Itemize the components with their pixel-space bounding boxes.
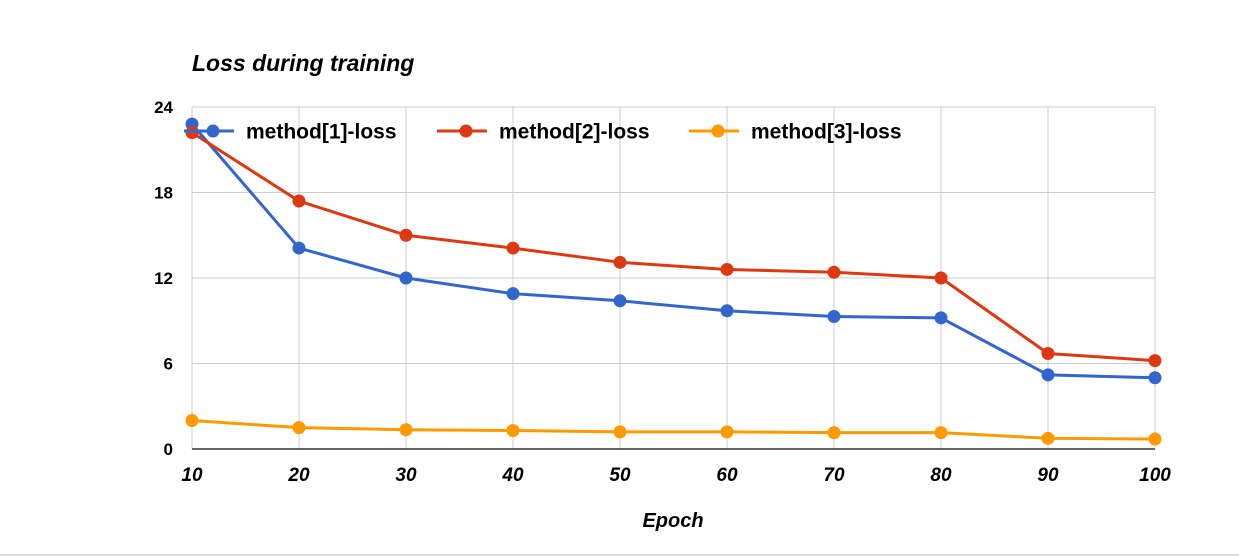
data-point [1148, 432, 1162, 446]
data-point [185, 126, 199, 140]
data-point [934, 426, 948, 440]
series-3 [185, 414, 1162, 446]
x-tick-label: 80 [930, 465, 952, 486]
data-point [1041, 368, 1055, 382]
legend-label: method[1]-loss [246, 121, 397, 144]
x-tick-label: 30 [395, 465, 417, 486]
data-point [1041, 347, 1055, 361]
y-tick-label: 12 [154, 269, 173, 288]
x-tick-label: 90 [1037, 465, 1059, 486]
data-point [613, 425, 627, 439]
x-tick-label: 40 [501, 465, 524, 486]
y-tick-label: 18 [154, 184, 173, 203]
y-tick-label: 24 [154, 98, 173, 117]
grid [191, 106, 1156, 450]
data-point [1148, 371, 1162, 385]
data-point [399, 228, 413, 242]
data-point [720, 304, 734, 318]
data-point [613, 294, 627, 308]
chart-title: Loss during training [192, 50, 414, 76]
x-axis-label: Epoch [642, 510, 703, 532]
series-2 [185, 126, 1162, 368]
x-tick-label: 50 [609, 465, 631, 486]
series-line-2 [191, 131, 1156, 363]
data-point [1148, 354, 1162, 368]
legend-label: method[3]-loss [751, 121, 902, 144]
data-point [292, 241, 306, 255]
data-point [934, 271, 948, 285]
y-tick-label: 6 [164, 355, 173, 374]
x-tick-label: 20 [287, 465, 310, 486]
data-point [827, 309, 841, 323]
data-point [506, 423, 520, 437]
series-1 [185, 117, 1162, 385]
legend-swatch-marker [459, 124, 473, 138]
legend-item-2: method[2]-loss [437, 121, 650, 144]
data-point [720, 262, 734, 276]
data-point [185, 414, 199, 427]
series-line-3 [191, 419, 1156, 441]
y-tick-label: 0 [164, 440, 173, 459]
series-line-1 [190, 123, 1156, 380]
x-tick-label: 10 [181, 465, 203, 486]
y-axis-tick-labels: 0 6 12 18 24 [154, 98, 173, 459]
data-point [613, 255, 627, 269]
data-point [292, 421, 306, 435]
data-point [1041, 431, 1055, 445]
x-axis-tick-labels: 10 20 30 40 50 60 70 80 90 100 [181, 465, 1171, 486]
data-point [720, 425, 734, 439]
legend-item-1: method[1]-loss [184, 121, 397, 144]
data-point [827, 426, 841, 440]
data-point [827, 265, 841, 279]
x-tick-label: 60 [716, 465, 738, 486]
data-point [506, 241, 520, 255]
data-point [292, 194, 306, 208]
legend-swatch-marker [206, 124, 220, 138]
x-tick-label: 100 [1139, 465, 1171, 486]
legend-label: method[2]-loss [499, 121, 650, 144]
series-lines [185, 117, 1162, 446]
data-point [399, 271, 413, 285]
data-point [934, 311, 948, 325]
legend-item-3: method[3]-loss [689, 121, 902, 144]
legend: method[1]-loss method[2]-loss method[3]-lo… [184, 121, 902, 144]
data-point [399, 423, 413, 437]
x-tick-label: 70 [823, 465, 845, 486]
data-point [506, 287, 520, 301]
legend-swatch-marker [711, 124, 725, 138]
